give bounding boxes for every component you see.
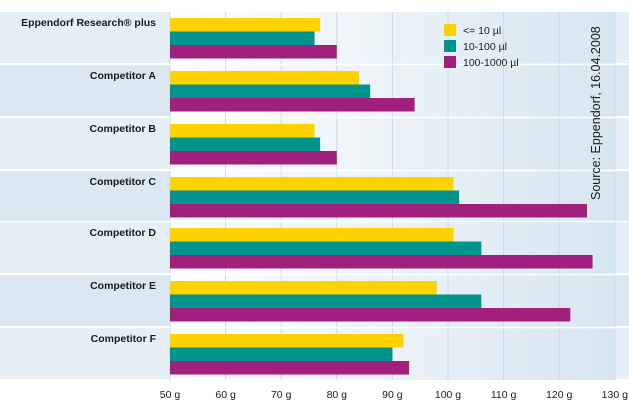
bar-competitor-f-10-100-l [170,347,393,361]
bar-eppendorf-research-plus-10-100-l [170,31,315,45]
bar-competitor-f-100-1000-l [170,361,410,375]
x-tick-label: 50 g [160,389,181,401]
legend-label-100-1000-l: 100-1000 µl [463,57,519,69]
legend-swatch-10-100-l [444,40,456,52]
x-axis-ticks: 50 g 60 g 70 g 80 g 90 g 100 g 110 g 120 g 130 g [160,389,628,401]
legend-swatch-10-l [444,24,456,36]
bar-competitor-c-100-1000-l [170,204,587,218]
category-label-eppendorf-research-plus: Eppendorf Research® plus [21,17,156,29]
bar-competitor-e-10-100-l [170,294,482,308]
bar-competitor-a-10-100-l [170,84,371,98]
bar-competitor-b-10-l [170,124,315,138]
bar-competitor-b-10-100-l [170,137,321,151]
bar-competitor-d-100-1000-l [170,255,593,269]
legend-label-10-l: <= 10 µl [463,25,501,37]
category-label-competitor-b: Competitor B [90,123,157,135]
legend-label-10-100-l: 10-100 µl [463,41,507,53]
source-note: Source: Eppendorf, 16.04.2008 [589,26,603,200]
bar-eppendorf-research-plus-10-l [170,18,321,32]
bar-competitor-f-10-l [170,334,404,348]
bar-competitor-c-10-l [170,177,454,191]
category-label-competitor-d: Competitor D [90,227,157,239]
bar-competitor-e-100-1000-l [170,308,571,322]
x-tick-label: 120 g [546,389,572,401]
bar-competitor-d-10-100-l [170,241,482,255]
x-tick-label: 90 g [382,389,403,401]
x-tick-label: 70 g [271,389,292,401]
category-label-competitor-c: Competitor C [90,176,157,188]
bar-competitor-e-10-l [170,281,437,295]
x-tick-label: 130 g [602,389,628,401]
legend-swatch-100-1000-l [444,56,456,68]
bar-competitor-c-10-100-l [170,190,460,204]
bars [170,18,593,375]
bar-competitor-a-10-l [170,71,360,85]
bar-competitor-b-100-1000-l [170,151,337,165]
legend: <= 10 µl 10-100 µl 100-1000 µl [444,24,519,69]
bar-eppendorf-research-plus-100-1000-l [170,45,337,59]
bar-competitor-d-10-l [170,228,454,242]
category-labels: Eppendorf Research® plus Competitor A Comp… [21,17,157,345]
x-tick-label: 100 g [435,389,461,401]
category-label-competitor-a: Competitor A [90,70,157,82]
category-label-competitor-e: Competitor E [90,280,156,292]
x-tick-label: 80 g [327,389,348,401]
category-label-competitor-f: Competitor F [91,333,157,345]
x-tick-label: 60 g [215,389,236,401]
bar-competitor-a-100-1000-l [170,98,415,112]
x-tick-label: 110 g [491,389,517,401]
